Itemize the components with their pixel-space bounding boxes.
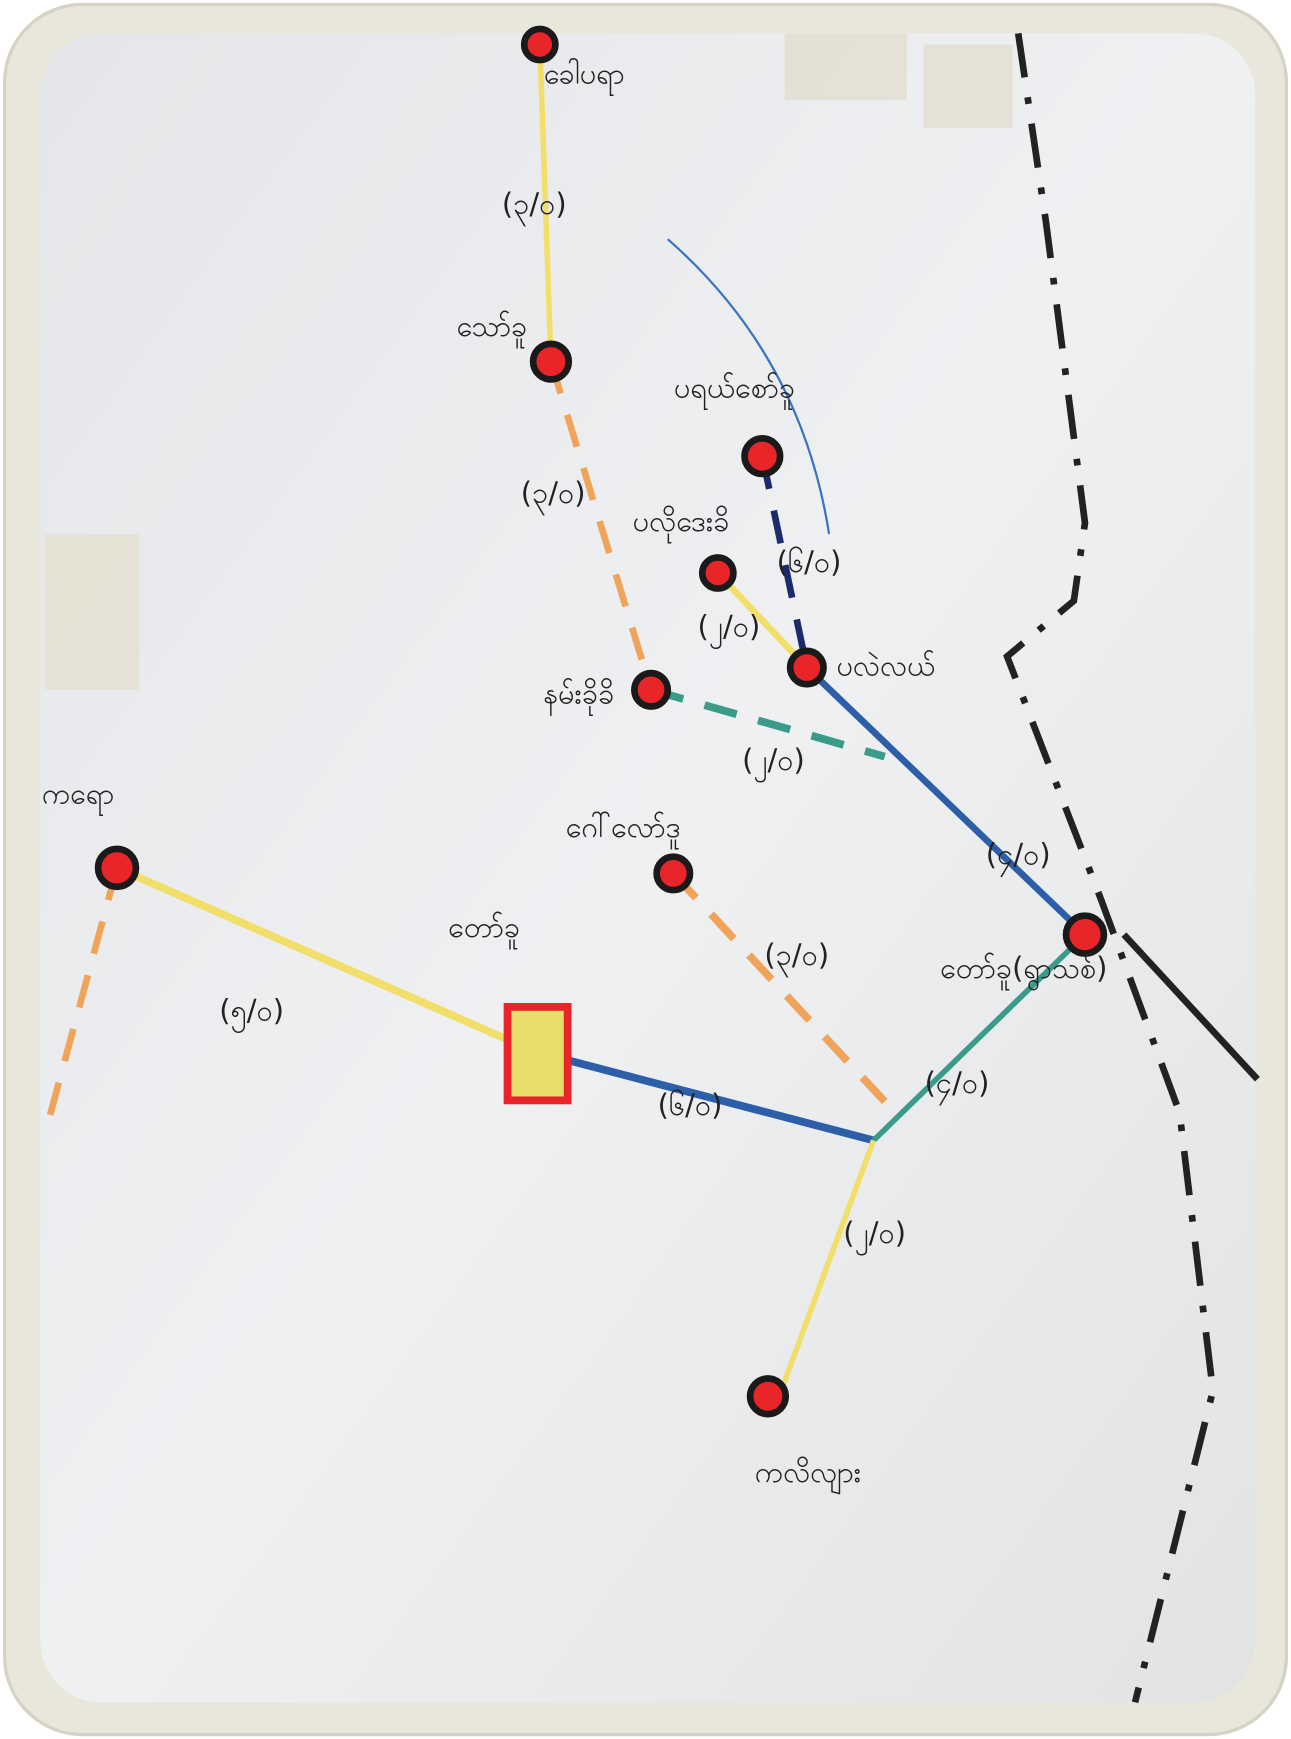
distance-label: (၃/၀) — [521, 476, 586, 516]
distance-label: (၂/၀) — [698, 610, 761, 650]
town-label: ခေါပရာ — [544, 57, 625, 97]
distance-label: (၂/၀) — [843, 1216, 906, 1256]
town-label: ပလဲလယ် — [836, 649, 935, 683]
town-label: တော်ခူ(ရွာသစ်) — [940, 951, 1107, 991]
town — [1066, 916, 1104, 954]
town-label: ဂေါ်လော်ဒူ — [566, 810, 681, 850]
town-label: ပရယ်စော်ခူ — [674, 370, 795, 410]
town — [750, 1379, 786, 1415]
town-label: တော်ခူ — [448, 910, 520, 950]
map: ခေါပရာ သော်ခူ ပရယ်စော်ခူ ပလိုဒေးခိ ပလဲလယ… — [0, 0, 1291, 1739]
distance-label: (၂/၀) — [742, 743, 805, 783]
town-label: ကလိလျား — [755, 1455, 861, 1495]
page: ခေါပရာ သော်ခူ ပရယ်စော်ခူ ပလိုဒေးခိ ပလဲလယ… — [0, 0, 1291, 1739]
tape — [45, 534, 140, 690]
town — [98, 849, 136, 887]
tape — [924, 45, 1013, 128]
distance-label: (၃/၀) — [502, 187, 567, 227]
town — [745, 438, 781, 474]
capital — [508, 1007, 568, 1100]
town — [533, 344, 569, 380]
town — [790, 651, 823, 684]
town-label: ပလိုဒေးခိ — [633, 504, 730, 544]
distance-label: (၅/၀) — [219, 993, 284, 1033]
distance-label: (၆/၀) — [777, 545, 842, 579]
map-surface — [40, 33, 1255, 1702]
tape — [785, 33, 907, 100]
town — [524, 29, 555, 60]
distance-label: (၄/၀) — [986, 838, 1051, 878]
town — [702, 557, 733, 588]
distance-label: (၃/၀) — [764, 938, 829, 978]
town-label: နမ်းခိုခိ — [543, 676, 614, 716]
town-label: သော်ခူ — [457, 309, 528, 349]
distance-label: (၄/၀) — [925, 1066, 990, 1106]
town-label: ကရော — [42, 777, 114, 817]
town — [634, 673, 667, 706]
distance-label: (၆/၀) — [658, 1088, 723, 1122]
town — [657, 857, 690, 890]
